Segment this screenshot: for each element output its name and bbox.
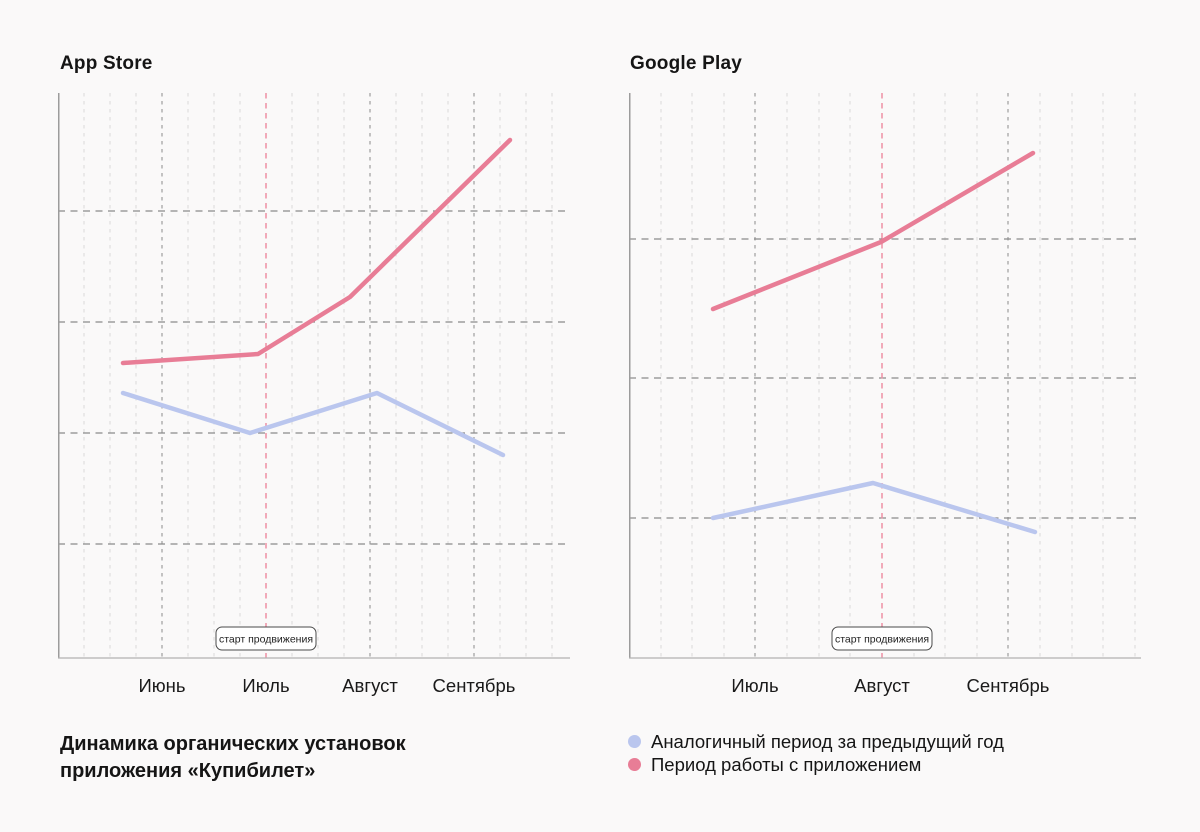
- chart-title-app-store: App Store: [60, 53, 153, 74]
- caption-line-2: приложения «Купибилет»: [60, 760, 316, 782]
- legend-label-current-period: Период работы с приложением: [651, 754, 922, 775]
- chart-plot-google-play: старт продвижения Июль Август Сентябрь: [629, 93, 1141, 696]
- promo-label-box: [215, 626, 317, 651]
- legend-dot-current-period: [628, 758, 641, 771]
- month-label: Июль: [731, 675, 778, 696]
- series-line-previous-year: [710, 480, 1038, 535]
- legend-item-previous-year: Аналогичный период за предыдущий год: [628, 730, 1004, 753]
- month-label: Август: [342, 675, 398, 696]
- month-label: Август: [854, 675, 910, 696]
- chart-plot-app-store: старт продвижения Июнь Июль Август Сентябрь: [58, 93, 570, 696]
- month-label: Сентябрь: [967, 675, 1050, 696]
- series-line-current-period: [120, 137, 513, 366]
- series-line-previous-year: [120, 390, 506, 458]
- caption: Динамика органических установок приложен…: [60, 731, 406, 785]
- promo-label-box: [831, 626, 933, 651]
- month-label: Июль: [242, 675, 289, 696]
- promo-label-text: старт продвижения: [219, 634, 313, 646]
- series-line-current-period: [710, 150, 1036, 312]
- month-label: Сентябрь: [433, 675, 516, 696]
- month-label: Июнь: [138, 675, 185, 696]
- promo-label-text: старт продвижения: [835, 634, 929, 646]
- chart-title-google-play: Google Play: [630, 53, 743, 74]
- legend-item-current-period: Период работы с приложением: [628, 753, 1004, 776]
- legend-dot-previous-year: [628, 735, 641, 748]
- legend: Аналогичный период за предыдущий год Пер…: [628, 730, 1004, 776]
- caption-line-1: Динамика органических установок: [60, 733, 406, 755]
- legend-label-previous-year: Аналогичный период за предыдущий год: [651, 731, 1004, 752]
